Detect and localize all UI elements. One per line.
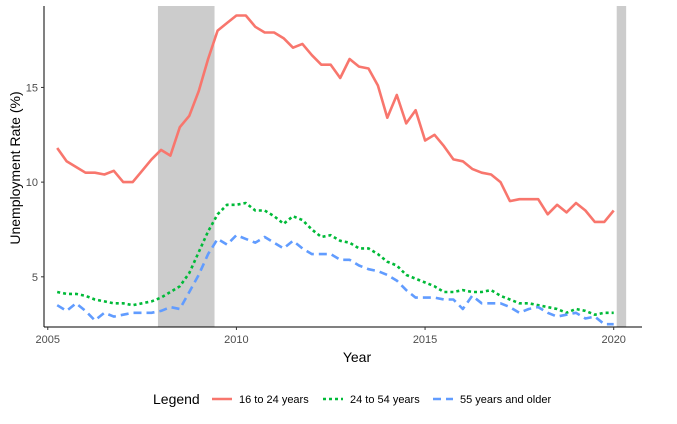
y-tick-label-5: 5 [32,272,38,284]
x-tick-label-2005: 2005 [36,334,60,346]
legend-label-2: 24 to 54 years [350,394,420,406]
y-axis-title: Unemployment Rate (%) [7,91,23,244]
legend-title: Legend [153,391,200,407]
x-tick-label-2015: 2015 [413,334,437,346]
series-layer [56,14,615,326]
y-tick-label-15: 15 [26,82,38,94]
x-tick-label-2010: 2010 [224,334,248,346]
x-axis-title: Year [343,349,372,365]
legend: Legend 16 to 24 years 24 to 54 years 55 ye… [153,391,551,407]
y-tick-label-10: 10 [26,177,38,189]
series-line-2 [56,201,614,317]
legend-label-3: 55 years and older [460,394,551,406]
x-tick-label-2020: 2020 [601,334,625,346]
axes-layer: 5 10 15 2005 2010 2015 2020 [26,6,642,346]
recession-band-1 [157,6,215,327]
recession-shading-layer [157,6,627,327]
legend-label-1: 16 to 24 years [239,394,309,406]
recession-band-2 [616,6,627,327]
series-line-1 [56,14,615,224]
series-line-3 [56,233,614,326]
